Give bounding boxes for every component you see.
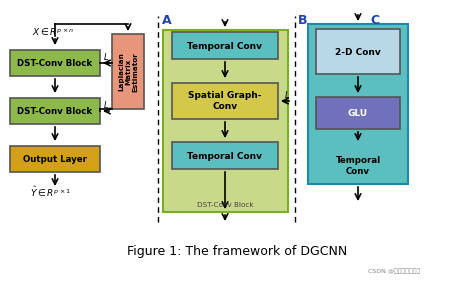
Text: $\hat{Y} \in R^{p \times 1}$: $\hat{Y} \in R^{p \times 1}$ bbox=[30, 184, 71, 199]
Text: B: B bbox=[298, 14, 308, 27]
FancyBboxPatch shape bbox=[163, 30, 288, 212]
Text: $L$: $L$ bbox=[284, 89, 290, 100]
Text: Figure 1: The framework of DGCNN: Figure 1: The framework of DGCNN bbox=[127, 245, 347, 258]
Text: Temporal Conv: Temporal Conv bbox=[188, 41, 263, 51]
Text: DST-Conv Block: DST-Conv Block bbox=[197, 202, 253, 208]
FancyBboxPatch shape bbox=[308, 24, 408, 184]
Text: DST-Conv Block: DST-Conv Block bbox=[18, 59, 92, 68]
FancyBboxPatch shape bbox=[10, 98, 100, 124]
Text: DST-Conv Block: DST-Conv Block bbox=[18, 106, 92, 116]
FancyBboxPatch shape bbox=[172, 32, 278, 59]
Text: 2-D Conv: 2-D Conv bbox=[335, 47, 381, 57]
FancyBboxPatch shape bbox=[316, 97, 400, 129]
Text: Temporal
Conv: Temporal Conv bbox=[336, 156, 381, 176]
Text: Temporal Conv: Temporal Conv bbox=[188, 151, 263, 160]
Text: CSDN @西西弗的小螺蘑: CSDN @西西弗的小螺蘑 bbox=[368, 268, 420, 274]
FancyBboxPatch shape bbox=[172, 142, 278, 169]
FancyBboxPatch shape bbox=[112, 34, 144, 109]
Text: Output Layer: Output Layer bbox=[23, 154, 87, 164]
FancyBboxPatch shape bbox=[172, 83, 278, 119]
Text: GLU: GLU bbox=[348, 108, 368, 118]
FancyBboxPatch shape bbox=[316, 29, 400, 74]
FancyBboxPatch shape bbox=[10, 146, 100, 172]
Text: A: A bbox=[162, 14, 172, 27]
Text: Spatial Graph-
Conv: Spatial Graph- Conv bbox=[188, 91, 262, 111]
Text: C: C bbox=[370, 14, 379, 27]
Text: Laplacian
Matrix
Estimator: Laplacian Matrix Estimator bbox=[118, 52, 138, 92]
Text: $L$: $L$ bbox=[103, 99, 109, 110]
Text: $L$: $L$ bbox=[103, 51, 109, 62]
Text: $X \in R^{p \times n}$: $X \in R^{p \times n}$ bbox=[32, 26, 74, 38]
FancyBboxPatch shape bbox=[10, 50, 100, 76]
